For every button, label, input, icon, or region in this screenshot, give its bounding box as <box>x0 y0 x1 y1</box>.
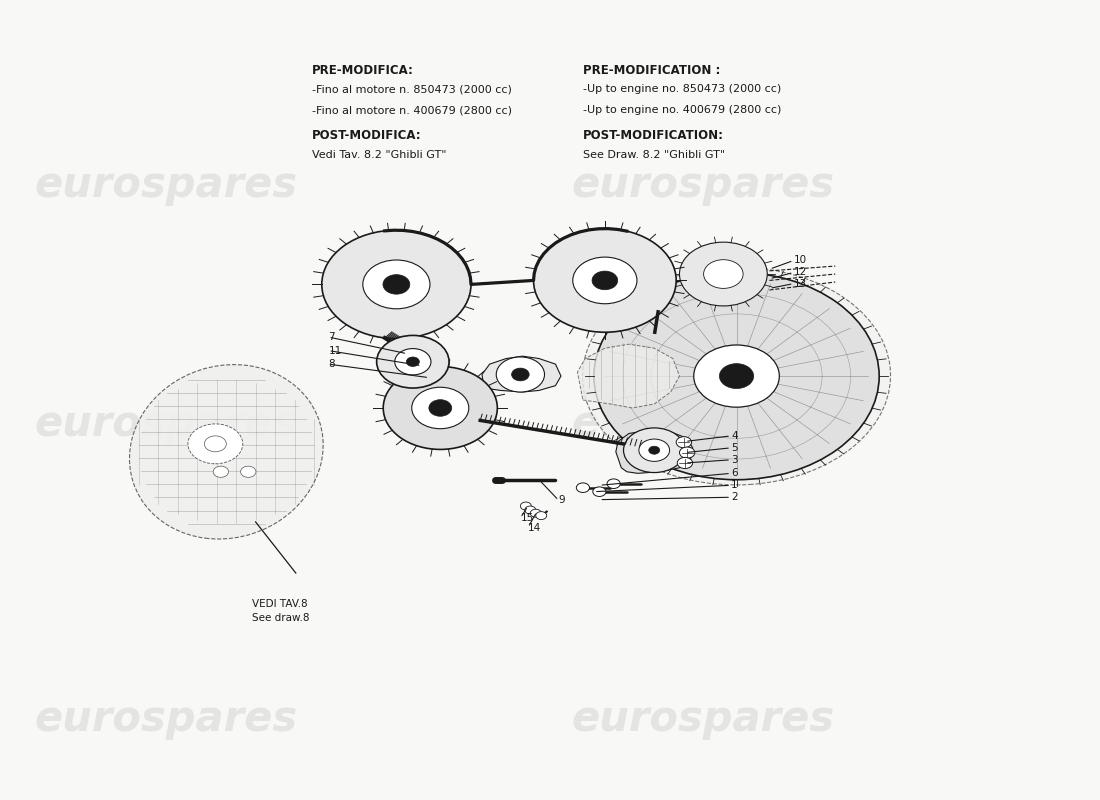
Text: PRE-MODIFICATION :: PRE-MODIFICATION : <box>583 63 720 77</box>
Text: eurospares: eurospares <box>572 164 835 206</box>
Text: 7: 7 <box>329 332 336 342</box>
Text: 10: 10 <box>793 255 806 266</box>
Text: eurospares: eurospares <box>572 698 835 740</box>
Text: POST-MODIFICATION:: POST-MODIFICATION: <box>583 129 724 142</box>
Circle shape <box>188 424 243 464</box>
Circle shape <box>534 229 676 332</box>
Text: 2: 2 <box>732 492 738 502</box>
Text: See Draw. 8.2 "Ghibli GT": See Draw. 8.2 "Ghibli GT" <box>583 150 725 160</box>
Circle shape <box>363 260 430 309</box>
Circle shape <box>525 506 536 514</box>
Circle shape <box>704 260 744 288</box>
Circle shape <box>573 257 637 304</box>
Circle shape <box>512 368 529 381</box>
Text: Vedi Tav. 8.2 "Ghibli GT": Vedi Tav. 8.2 "Ghibli GT" <box>312 150 447 160</box>
Circle shape <box>639 439 670 462</box>
Circle shape <box>205 436 227 452</box>
Text: eurospares: eurospares <box>34 698 297 740</box>
Circle shape <box>680 242 768 306</box>
Circle shape <box>383 366 497 450</box>
Circle shape <box>406 357 419 366</box>
Polygon shape <box>578 344 680 408</box>
Text: 14: 14 <box>528 522 541 533</box>
Text: 5: 5 <box>732 443 738 453</box>
Circle shape <box>395 349 431 375</box>
Text: 6: 6 <box>732 468 738 478</box>
Text: VEDI TAV.8
See draw.8: VEDI TAV.8 See draw.8 <box>252 599 309 623</box>
Ellipse shape <box>583 267 891 485</box>
Text: POST-MODIFICA:: POST-MODIFICA: <box>312 129 421 142</box>
Text: eurospares: eurospares <box>34 403 297 445</box>
Circle shape <box>607 479 620 489</box>
Circle shape <box>241 466 256 478</box>
Circle shape <box>520 502 531 510</box>
Circle shape <box>678 458 693 469</box>
Circle shape <box>376 335 449 388</box>
Circle shape <box>496 357 544 392</box>
Circle shape <box>649 446 660 454</box>
Circle shape <box>429 400 452 416</box>
Circle shape <box>694 345 779 407</box>
Circle shape <box>593 487 606 497</box>
Text: -Fino al motore n. 850473 (2000 cc): -Fino al motore n. 850473 (2000 cc) <box>312 84 512 94</box>
Circle shape <box>576 483 590 493</box>
Text: 15: 15 <box>520 513 534 523</box>
Circle shape <box>530 510 541 517</box>
Circle shape <box>680 447 695 458</box>
Text: 13: 13 <box>793 278 806 289</box>
Text: 9: 9 <box>559 495 565 506</box>
Text: -Up to engine no. 850473 (2000 cc): -Up to engine no. 850473 (2000 cc) <box>583 84 781 94</box>
Text: 12: 12 <box>793 267 806 278</box>
Circle shape <box>676 437 692 448</box>
Circle shape <box>536 512 547 519</box>
Circle shape <box>624 428 685 473</box>
Circle shape <box>594 273 879 480</box>
Text: -Up to engine no. 400679 (2800 cc): -Up to engine no. 400679 (2800 cc) <box>583 105 781 115</box>
Ellipse shape <box>130 365 323 539</box>
Text: 3: 3 <box>732 454 738 465</box>
Text: 11: 11 <box>329 346 342 355</box>
Circle shape <box>592 271 618 290</box>
Circle shape <box>322 230 471 338</box>
Text: PRE-MODIFICA:: PRE-MODIFICA: <box>312 63 414 77</box>
Text: 1: 1 <box>732 480 738 490</box>
Text: -Fino al motore n. 400679 (2800 cc): -Fino al motore n. 400679 (2800 cc) <box>312 105 512 115</box>
Polygon shape <box>482 356 561 392</box>
Circle shape <box>213 466 229 478</box>
Polygon shape <box>616 430 693 474</box>
Circle shape <box>411 387 469 429</box>
Text: 8: 8 <box>329 359 336 369</box>
Circle shape <box>383 274 410 294</box>
Text: eurospares: eurospares <box>572 403 835 445</box>
Text: 4: 4 <box>732 431 738 441</box>
Circle shape <box>719 364 754 389</box>
Text: eurospares: eurospares <box>34 164 297 206</box>
